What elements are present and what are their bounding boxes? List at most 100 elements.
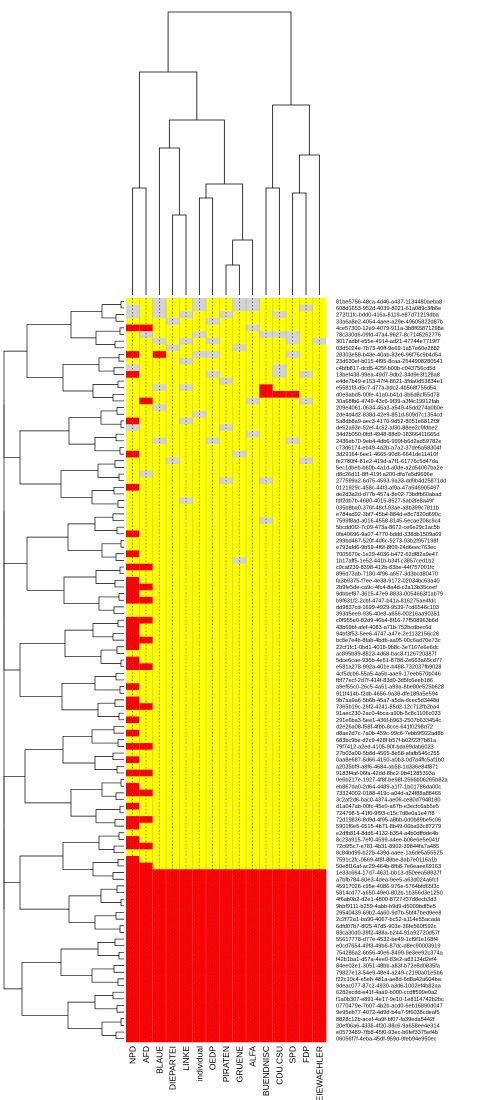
heatmap-cell bbox=[126, 437, 140, 445]
row-label: 911f414b-f2db-4656-9a38-dfe189a5e594 bbox=[336, 691, 438, 697]
heatmap-cell bbox=[166, 450, 180, 458]
dendrogram-branch bbox=[113, 486, 124, 495]
heatmap-cell bbox=[299, 756, 313, 764]
heatmap-cell bbox=[259, 902, 273, 910]
heatmap-cell bbox=[246, 377, 260, 385]
heatmap-cell bbox=[246, 915, 260, 923]
row-label: d8c26d11-8ff-419f-a200-dfa7e5d9696e bbox=[336, 472, 433, 478]
heatmap-cell bbox=[312, 630, 327, 638]
heatmap-cell bbox=[246, 623, 260, 631]
heatmap-cell bbox=[272, 298, 287, 305]
heatmap-cell bbox=[219, 756, 233, 764]
heatmap-cell bbox=[152, 311, 167, 319]
heatmap-cell bbox=[126, 955, 140, 963]
heatmap-cell bbox=[166, 723, 180, 731]
heatmap-cell bbox=[259, 782, 273, 790]
heatmap-cell bbox=[179, 849, 193, 857]
heatmap-cell bbox=[272, 643, 287, 651]
heatmap-cell bbox=[126, 968, 140, 976]
heatmap-cell bbox=[232, 949, 247, 956]
dendrogram-branch bbox=[100, 410, 121, 425]
heatmap-cell bbox=[139, 789, 153, 797]
heatmap-cell bbox=[192, 457, 207, 465]
heatmap-cell bbox=[259, 430, 273, 438]
heatmap-cell bbox=[166, 955, 180, 963]
heatmap-cell bbox=[219, 377, 233, 385]
heatmap-cell bbox=[126, 982, 140, 990]
row-label: 94bf3f53-5ee6-4747-a47e-2e1132156c26 bbox=[336, 631, 439, 637]
heatmap-cell bbox=[299, 331, 313, 339]
heatmap-cell bbox=[312, 763, 327, 770]
dendrogram-branch bbox=[114, 699, 124, 707]
heatmap-cell bbox=[192, 902, 207, 910]
heatmap-cell bbox=[192, 384, 207, 392]
heatmap-cell bbox=[192, 623, 207, 631]
heatmap-cell bbox=[312, 523, 327, 531]
heatmap-cell bbox=[312, 829, 327, 837]
column-label: FDP bbox=[301, 1046, 311, 1063]
heatmap-cell bbox=[126, 497, 140, 505]
heatmap-cell bbox=[179, 1028, 193, 1036]
heatmap-cell bbox=[272, 444, 287, 452]
dendrogram-branch bbox=[120, 779, 124, 787]
heatmap-cell bbox=[179, 437, 193, 445]
heatmap-cell bbox=[232, 763, 247, 770]
heatmap-cell bbox=[286, 377, 300, 385]
heatmap-cell bbox=[219, 450, 233, 458]
heatmap-cell bbox=[219, 391, 233, 398]
dendrogram-branch bbox=[292, 192, 307, 295]
heatmap-cell bbox=[312, 915, 327, 923]
heatmap-cell bbox=[166, 782, 180, 790]
heatmap-cell bbox=[312, 371, 327, 379]
heatmap-cell bbox=[299, 391, 313, 398]
heatmap-cell bbox=[126, 523, 140, 531]
heatmap-cell bbox=[312, 1035, 327, 1043]
heatmap-cell bbox=[219, 1035, 233, 1043]
heatmap-cell bbox=[299, 371, 313, 379]
heatmap-cell bbox=[299, 689, 313, 697]
heatmap-cell bbox=[259, 889, 273, 897]
heatmap-cell bbox=[286, 689, 300, 697]
row-label: 72d19836-8d9d-4f95-a8bb-0d0b89be5c06 bbox=[336, 817, 441, 823]
heatmap-cell bbox=[312, 364, 327, 372]
heatmap-cell bbox=[286, 577, 300, 584]
heatmap-cell bbox=[219, 430, 233, 438]
row-label: 724798-5-41f0-9f93-c15c7d8e0a1e47f8 bbox=[336, 811, 435, 817]
heatmap-cell bbox=[232, 782, 247, 790]
heatmap-cell bbox=[166, 842, 180, 850]
heatmap-cell bbox=[206, 1022, 220, 1030]
heatmap-cell bbox=[286, 636, 300, 644]
heatmap-cell bbox=[299, 311, 313, 319]
heatmap-cell bbox=[139, 371, 153, 379]
heatmap-cell bbox=[179, 304, 193, 312]
heatmap-cell bbox=[139, 650, 153, 658]
heatmap-cell bbox=[259, 457, 273, 465]
heatmap-cell bbox=[206, 623, 220, 631]
heatmap-cell bbox=[152, 822, 167, 830]
heatmap-cell bbox=[259, 583, 273, 591]
heatmap-cell bbox=[192, 968, 207, 976]
row-label: 4ce57300-12e9-4079-911a-3b8f65871298e bbox=[336, 326, 444, 332]
heatmap-cell bbox=[206, 822, 220, 830]
dendrogram-branch bbox=[167, 11, 292, 105]
heatmap-cell bbox=[179, 298, 193, 305]
heatmap-cell bbox=[286, 829, 300, 837]
heatmap-cell bbox=[192, 949, 207, 956]
dendrogram-branch bbox=[117, 739, 124, 747]
heatmap-cell bbox=[312, 902, 327, 910]
heatmap-cell bbox=[152, 895, 167, 903]
heatmap-cell bbox=[259, 836, 273, 844]
dendrogram-branch bbox=[119, 686, 124, 694]
heatmap-cell bbox=[166, 497, 180, 505]
heatmap-cell bbox=[179, 822, 193, 830]
heatmap-cell bbox=[139, 577, 153, 584]
dendrogram-branch bbox=[64, 629, 101, 658]
heatmap-cell bbox=[152, 377, 167, 385]
dendrogram-branch bbox=[113, 367, 124, 375]
heatmap-cell bbox=[206, 371, 220, 379]
heatmap-cell bbox=[219, 503, 233, 511]
heatmap-cell bbox=[272, 650, 287, 658]
heatmap-cell bbox=[259, 829, 273, 837]
heatmap-cell bbox=[139, 822, 153, 830]
heatmap-cell bbox=[219, 636, 233, 644]
